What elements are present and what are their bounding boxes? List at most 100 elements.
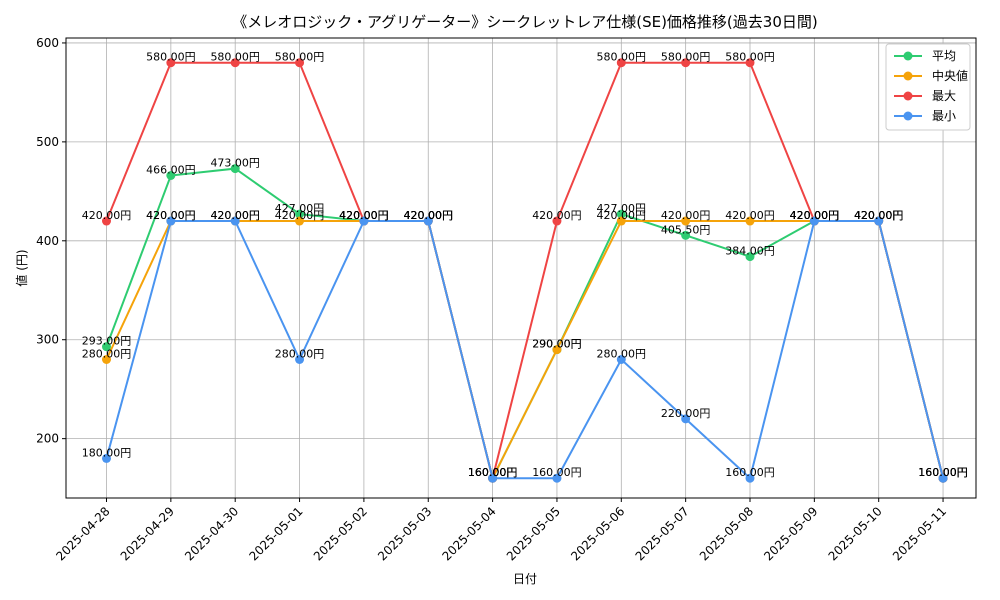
data-point	[295, 209, 305, 219]
data-point	[874, 216, 884, 226]
data-label: 420.00円	[339, 209, 389, 222]
data-label: 290.00円	[532, 338, 582, 351]
data-point	[681, 216, 691, 226]
data-point	[230, 164, 240, 174]
data-point	[295, 216, 305, 226]
x-tick-label: 2025-05-08	[697, 504, 756, 563]
data-label: 473.00円	[210, 157, 260, 170]
x-tick-label: 2025-05-06	[568, 504, 627, 563]
y-tick-label: 600	[36, 36, 59, 50]
data-label: 580.00円	[275, 51, 325, 64]
data-point	[488, 473, 498, 483]
legend-marker	[903, 111, 913, 121]
data-label: 466.00円	[146, 164, 196, 177]
data-point	[166, 58, 176, 68]
data-label: 160.00円	[918, 466, 968, 479]
data-point	[102, 342, 111, 352]
data-point	[102, 453, 111, 463]
data-label: 160.00円	[532, 466, 582, 479]
data-label: 420.00円	[146, 209, 196, 222]
data-label: 420.00円	[210, 209, 260, 222]
data-label: 580.00円	[597, 51, 647, 64]
x-tick-label: 2025-05-09	[761, 504, 820, 563]
data-point	[745, 252, 755, 262]
series-line	[105, 61, 945, 479]
data-label: 280.00円	[597, 348, 647, 361]
plot-area	[65, 37, 977, 499]
data-label: 580.00円	[210, 51, 260, 64]
data-point	[423, 216, 433, 226]
data-label: 420.00円	[532, 209, 582, 222]
x-tick-label: 2025-05-10	[826, 504, 885, 563]
data-point	[681, 230, 691, 240]
series-line	[105, 220, 945, 481]
y-tick-label: 400	[36, 234, 59, 248]
data-label: 160.00円	[725, 466, 775, 479]
data-label: 580.00円	[661, 51, 711, 64]
data-label: 280.00円	[82, 348, 132, 361]
data-point	[166, 216, 176, 226]
data-point	[809, 216, 819, 226]
data-point	[745, 216, 755, 226]
data-label: 420.00円	[854, 209, 904, 222]
data-label: 160.00円	[468, 466, 518, 479]
data-point	[745, 473, 755, 483]
data-label: 420.00円	[597, 209, 647, 222]
x-axis: 2025-04-28 2025-04-29 2025-04-30 2025-05-01…	[53, 498, 949, 563]
data-label: 580.00円	[725, 51, 775, 64]
data-point	[230, 58, 240, 68]
data-label: 160.00円	[918, 466, 968, 479]
data-point	[681, 58, 691, 68]
data-point	[616, 209, 626, 219]
data-point	[552, 473, 562, 483]
data-label: 180.00円	[82, 446, 132, 459]
y-tick-label: 500	[36, 135, 59, 149]
data-label: 420.00円	[854, 209, 904, 222]
x-tick-label: 2025-05-11	[890, 504, 949, 563]
x-tick-label: 2025-05-07	[633, 504, 692, 563]
data-point	[681, 414, 691, 424]
data-label: 420.00円	[210, 209, 260, 222]
data-label: 420.00円	[854, 209, 904, 222]
data-label: 160.00円	[468, 466, 518, 479]
data-point	[616, 355, 626, 365]
data-label: 420.00円	[339, 209, 389, 222]
data-point	[552, 345, 562, 355]
data-label: 420.00円	[790, 209, 840, 222]
data-label: 420.00円	[725, 209, 775, 222]
data-label: 420.00円	[82, 209, 132, 222]
data-label: 427.00円	[275, 202, 325, 215]
x-tick-label: 2025-05-02	[311, 504, 370, 563]
legend-label: 最大	[932, 89, 956, 103]
data-point	[102, 355, 111, 365]
data-label: 427.00円	[597, 202, 647, 215]
data-label: 280.00円	[275, 348, 325, 361]
legend-box	[885, 43, 971, 131]
data-label: 405.50円	[661, 223, 711, 236]
x-tick-label: 2025-05-04	[440, 504, 499, 563]
data-point	[359, 216, 369, 226]
legend-marker	[903, 71, 913, 81]
data-label: 420.00円	[404, 209, 454, 222]
y-axis: 200 300 400 500 600	[36, 36, 66, 446]
legend-marker	[903, 51, 913, 61]
data-label: 420.00円	[339, 209, 389, 222]
data-label: 290.00円	[532, 338, 582, 351]
data-point	[938, 473, 948, 483]
data-point	[166, 171, 176, 181]
data-label: 420.00円	[275, 209, 325, 222]
data-label: 420.00円	[790, 209, 840, 222]
data-point	[102, 216, 111, 226]
data-label: 420.00円	[404, 209, 454, 222]
x-tick-label: 2025-04-28	[53, 504, 112, 563]
legend-label: 中央値	[932, 68, 968, 83]
data-label: 580.00円	[146, 51, 196, 64]
series-line	[105, 220, 945, 482]
y-axis-label: 値 (円)	[14, 249, 29, 286]
x-tick-label: 2025-05-05	[504, 504, 563, 563]
series-lines	[102, 58, 948, 483]
y-tick-label: 200	[36, 432, 59, 446]
data-label: 420.00円	[404, 209, 454, 222]
